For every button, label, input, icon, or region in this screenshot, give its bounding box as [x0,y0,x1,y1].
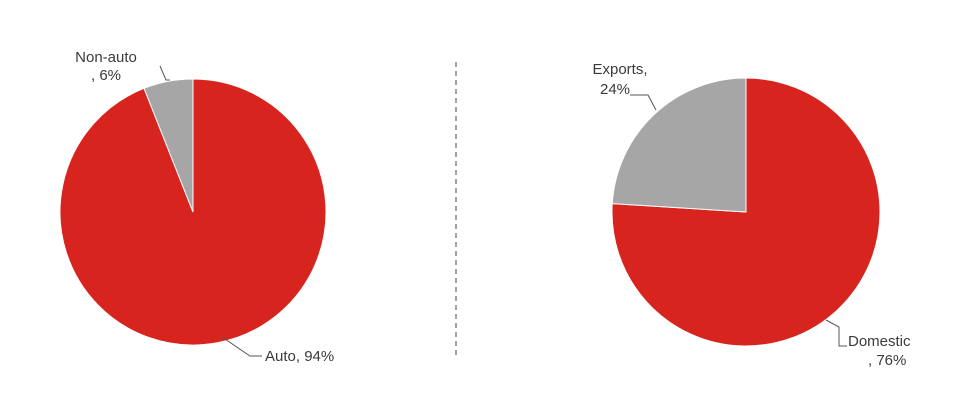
pie-chart-auto-share: Auto, 94% Non-auto , 6% [59,49,334,365]
pie-slice-domestic [611,77,881,347]
pie-slice-non-auto [143,78,194,213]
data-label-exports-line2: 24% [600,81,630,98]
data-label-domestic-line1: Domestic [848,333,911,350]
data-label-auto: Auto, 94% [265,348,334,365]
data-label-domestic-line2: , 76% [868,352,906,369]
leader-line-non-auto [159,65,170,81]
pie-slice-exports [611,77,747,213]
data-label-non-auto-line1: Non-auto [75,49,137,66]
data-label-non-auto-line2: , 6% [91,67,121,84]
data-label-exports-line1: Exports, [592,61,647,78]
leader-line-exports [630,94,657,111]
pie-chart-domestic-share: Domestic , 76% Exports, 24% [592,61,911,369]
leader-line-auto [221,336,262,357]
leader-line-domestic [825,319,847,347]
